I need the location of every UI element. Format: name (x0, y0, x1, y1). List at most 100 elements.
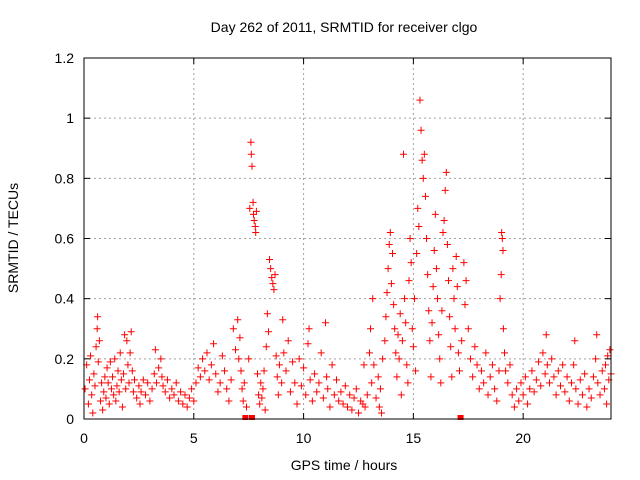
data-point (346, 391, 354, 399)
data-point (344, 403, 351, 411)
x-tick-label: 0 (80, 430, 88, 446)
data-point (552, 391, 560, 399)
data-point (405, 277, 413, 285)
data-point (420, 150, 428, 158)
x-tick-label: 10 (296, 430, 312, 446)
data-point (392, 349, 400, 357)
y-tick-label: 0 (66, 411, 74, 427)
data-point (117, 376, 125, 384)
data-point (293, 400, 301, 408)
data-point (532, 376, 540, 384)
data-point (112, 397, 120, 405)
data-point (237, 367, 245, 375)
data-point (126, 349, 134, 357)
data-point (363, 391, 371, 399)
data-point (247, 138, 255, 146)
data-point (546, 379, 554, 387)
data-point (262, 343, 270, 351)
x-axis-label: GPS time / hours (291, 457, 398, 473)
data-point (271, 271, 279, 279)
data-point (308, 397, 316, 405)
data-point (90, 370, 98, 378)
data-point (328, 361, 336, 369)
data-point (565, 397, 573, 405)
data-point (589, 373, 597, 381)
data-point (537, 382, 545, 390)
data-point (170, 391, 178, 399)
data-point (272, 352, 280, 360)
data-point (460, 259, 468, 267)
data-point (227, 376, 235, 384)
data-point (300, 364, 308, 372)
data-point (141, 391, 149, 399)
data-point (384, 265, 392, 273)
data-point (376, 385, 384, 393)
data-point (282, 367, 290, 375)
data-point (436, 355, 444, 363)
data-point (524, 400, 532, 408)
data-point (239, 397, 247, 405)
data-point (530, 388, 538, 396)
data-point (183, 403, 191, 411)
data-point (120, 370, 128, 378)
data-point (594, 379, 602, 387)
data-point (471, 343, 479, 351)
data-point (100, 388, 108, 396)
data-point (497, 271, 505, 279)
data-point (280, 349, 288, 357)
y-axis-label: SRMTID / TECUs (5, 183, 21, 293)
data-point (216, 379, 224, 387)
data-point (449, 265, 457, 273)
data-point (386, 228, 394, 236)
data-point (407, 259, 415, 267)
data-point (539, 349, 547, 357)
data-point (146, 397, 154, 405)
data-point (305, 325, 313, 333)
data-point (442, 168, 450, 176)
data-point (424, 271, 432, 279)
data-point (375, 403, 383, 411)
data-point (548, 355, 556, 363)
data-point (440, 216, 448, 224)
data-point (174, 397, 182, 405)
data-point (418, 156, 426, 164)
data-point (367, 325, 375, 333)
y-tick-label: 0.4 (55, 291, 75, 307)
data-point (91, 382, 99, 390)
data-point (223, 385, 231, 393)
data-point (88, 391, 96, 399)
data-point (105, 400, 113, 408)
data-point (395, 355, 403, 363)
grid-lines (84, 58, 611, 419)
data-point (412, 367, 420, 375)
data-point (570, 361, 578, 369)
x-tick-label: 5 (190, 430, 198, 446)
data-point (121, 331, 129, 339)
data-point (268, 274, 276, 282)
data-point (499, 325, 507, 333)
data-point (583, 403, 591, 411)
data-point (341, 382, 349, 390)
data-point (192, 379, 200, 387)
data-point (496, 295, 504, 303)
data-point (410, 295, 418, 303)
data-point (480, 379, 488, 387)
data-point (106, 358, 114, 366)
data-point (151, 346, 159, 354)
data-point (96, 397, 104, 405)
data-point (253, 370, 261, 378)
data-point (445, 277, 453, 285)
data-point (448, 373, 456, 381)
data-point (278, 379, 286, 387)
y-tick-label: 0.2 (55, 351, 75, 367)
data-point (284, 337, 292, 345)
data-point (250, 216, 258, 224)
data-point (464, 325, 472, 333)
data-point (513, 385, 521, 393)
data-point (269, 280, 277, 288)
data-point (572, 385, 580, 393)
data-point (385, 241, 393, 249)
data-point (136, 400, 144, 408)
data-point (252, 207, 260, 215)
data-point (415, 222, 423, 230)
